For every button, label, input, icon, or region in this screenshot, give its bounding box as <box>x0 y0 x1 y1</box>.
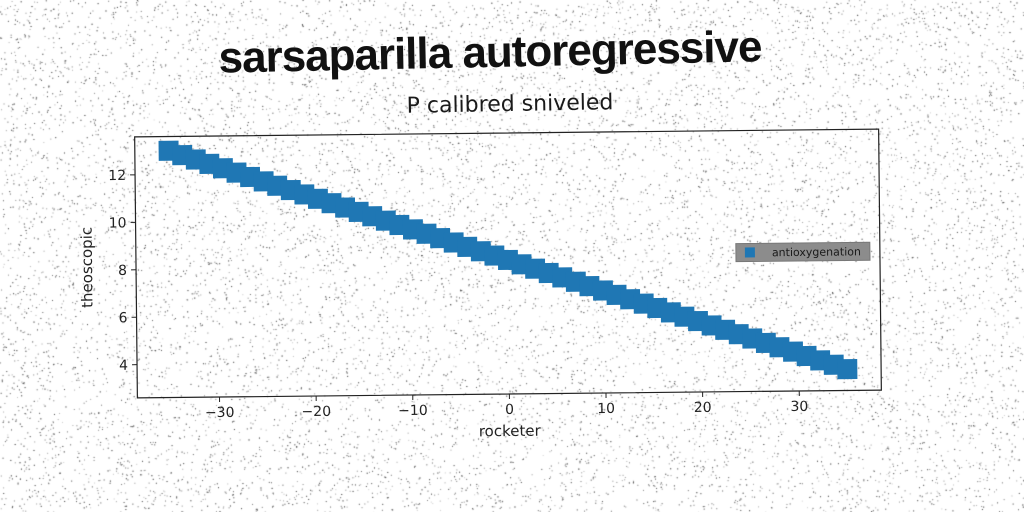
legend-label: antioxygenation <box>772 245 861 259</box>
x-tick-label: 0 <box>505 402 514 418</box>
x-tick-label: 20 <box>694 400 712 416</box>
y-tick-label: 10 <box>109 215 127 231</box>
x-tick-label: −30 <box>205 405 235 421</box>
legend-marker <box>744 247 755 258</box>
x-tick-label: 30 <box>790 399 808 415</box>
y-axis-label: theoscopic <box>78 227 97 308</box>
legend: antioxygenation <box>735 241 871 263</box>
y-tick-label: 12 <box>108 168 126 184</box>
x-axis-label: rocketer <box>479 422 542 441</box>
x-tick-label: −10 <box>398 403 428 419</box>
y-tick-label: 8 <box>118 263 127 279</box>
y-tick-label: 6 <box>119 310 128 326</box>
data-point <box>837 358 858 380</box>
legend-box <box>735 241 871 263</box>
x-tick-label: 10 <box>597 401 615 417</box>
y-tick-label: 4 <box>119 358 128 374</box>
x-tick-label: −20 <box>301 404 331 420</box>
